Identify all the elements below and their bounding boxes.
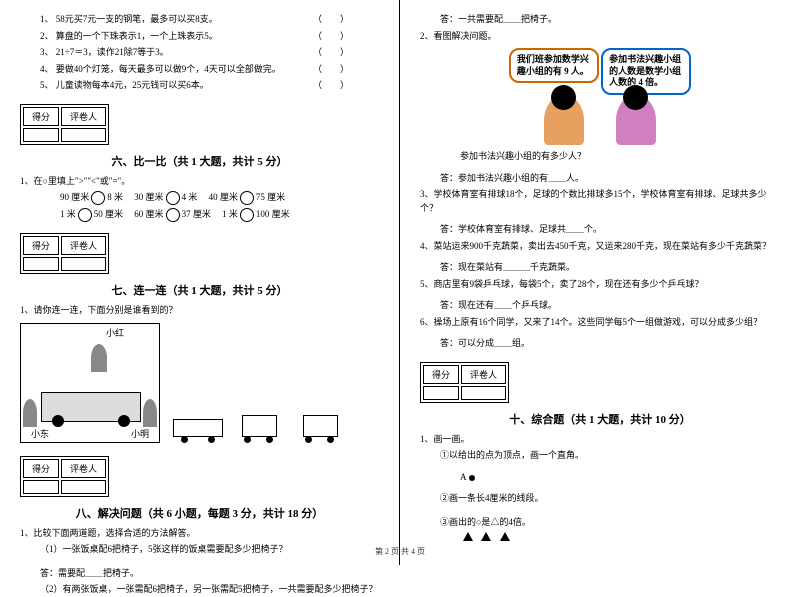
compare-row-1: 90 厘米8 米 30 厘米4 米 40 厘米75 厘米: [20, 191, 379, 205]
car-icon: [41, 392, 141, 422]
q8-3: 3、学校体育室有排球18个，足球的个数比排球多15个，学校体育室有排球、足球共多…: [420, 188, 780, 215]
score-box-7: 得分评卷人: [20, 233, 109, 274]
tf-num: 5、: [40, 80, 54, 90]
grader-header: 评卷人: [461, 365, 506, 384]
paren: （ ）: [313, 79, 349, 93]
speech-bubble-2: 参加书法兴趣小组的人数是数学小组人数的 4 倍。: [601, 48, 691, 95]
circle-blank: [166, 208, 180, 222]
q8-3-ans: 答：学校体育室有排球、足球共＿＿个。: [420, 223, 780, 237]
q8-1-ans2: 答：一共需要配＿＿把椅子。: [420, 13, 780, 27]
dot-icon: [469, 475, 475, 481]
q8-2-q: 参加书法兴趣小组的有多少人？: [420, 150, 780, 164]
person-icon: [23, 399, 37, 427]
tf-q1: 1、 58元买7元一支的钢笔，最多可以买8支。 （ ）: [20, 13, 379, 27]
q8-4-ans: 答：现在菜站有＿＿＿千克蔬菜。: [420, 261, 780, 275]
tf-text: 58元买7元一支的钢笔，最多可以买8支。: [56, 14, 218, 24]
q6-1: 1、在○里填上">""<"或"="。: [20, 175, 379, 189]
tf-num: 1、: [40, 14, 54, 24]
grader-header: 评卷人: [61, 236, 106, 255]
tf-num: 4、: [40, 64, 54, 74]
q8-1-2: （2）有两张饭桌，一张需配6把椅子，另一张需配5把椅子，一共需要配多少把椅子？: [20, 583, 379, 597]
score-header: 得分: [423, 365, 459, 384]
van-back-icon: [295, 413, 350, 443]
paren: （ ）: [313, 30, 349, 44]
teacher-icon: [616, 95, 656, 145]
right-column: 答：一共需要配＿＿把椅子。 2、看图解决问题。 我们班参加数学兴趣小组的有 9 …: [400, 0, 800, 565]
score-header: 得分: [23, 236, 59, 255]
wheel-icon: [118, 415, 130, 427]
person-icon: [91, 344, 107, 372]
score-header: 得分: [23, 459, 59, 478]
scene-row: 小红 小东 小明: [20, 323, 379, 443]
left-column: 1、 58元买7元一支的钢笔，最多可以买8支。 （ ） 2、 算盘的一个下珠表示…: [0, 0, 400, 565]
point-label: A: [460, 472, 467, 482]
circle-blank: [240, 208, 254, 222]
q8-1: 1、比较下面两道题，选择合适的方法解答。: [20, 527, 379, 541]
grader-header: 评卷人: [61, 107, 106, 126]
q10-1-3: ③画出的○是△的4倍。: [420, 516, 780, 530]
wheel-icon: [52, 415, 64, 427]
van-front-icon: [234, 413, 289, 443]
person-icon: [143, 399, 157, 427]
q10-1: 1、画一画。: [420, 433, 780, 447]
section-6-title: 六、比一比（共 1 大题，共计 5 分）: [20, 153, 379, 169]
score-box-10: 得分评卷人: [420, 362, 509, 403]
label-left: 小东: [31, 427, 49, 440]
tf-num: 3、: [40, 47, 54, 57]
triangle-icon: [463, 532, 473, 541]
q10-1-2: ②画一条长4厘米的线段。: [420, 492, 780, 506]
q8-5: 5、商店里有9袋乒乓球，每袋5个，卖了28个，现在还有多少个乒乓球？: [420, 278, 780, 292]
score-box-6: 得分评卷人: [20, 104, 109, 145]
triangles-row: [420, 532, 780, 546]
scene-image: 小红 小东 小明: [20, 323, 160, 443]
q7-1: 1、请你连一连，下面分别是谁看到的？: [20, 304, 379, 318]
q8-2-ans: 答：参加书法兴趣小组的有＿＿人。: [420, 172, 780, 186]
circle-blank: [78, 208, 92, 222]
tf-text: 21÷7＝3，读作21除7等于3。: [56, 47, 169, 57]
tf-text: 儿童读物每本4元，25元钱可以买6本。: [56, 80, 209, 90]
tf-q2: 2、 算盘的一个下珠表示1，一个上珠表示5。 （ ）: [20, 30, 379, 44]
teacher-icon: [544, 95, 584, 145]
section-8-title: 八、解决问题（共 6 小题，每题 3 分，共计 18 分）: [20, 505, 379, 521]
grader-header: 评卷人: [61, 459, 106, 478]
problem-image: 我们班参加数学兴趣小组的有 9 人。 参加书法兴趣小组的人数是数学小组人数的 4…: [420, 48, 780, 145]
q10-1-1: ①以给出的点为顶点，画一个直角。: [420, 449, 780, 463]
tf-text: 算盘的一个下珠表示1，一个上珠表示5。: [56, 31, 218, 41]
tf-q3: 3、 21÷7＝3，读作21除7等于3。 （ ）: [20, 46, 379, 60]
compare-row-2: 1 米50 厘米 60 厘米37 厘米 1 米100 厘米: [20, 208, 379, 222]
paren: （ ）: [313, 13, 349, 27]
circle-blank: [91, 191, 105, 205]
page-footer: 第 2 页 共 4 页: [0, 546, 800, 557]
label-right: 小明: [131, 427, 149, 440]
score-header: 得分: [23, 107, 59, 126]
speech-bubble-1: 我们班参加数学兴趣小组的有 9 人。: [509, 48, 599, 83]
circle-blank: [240, 191, 254, 205]
q8-2: 2、看图解决问题。: [420, 30, 780, 44]
van-side-icon: [173, 413, 228, 443]
q8-1-ans: 答：需要配＿＿把椅子。: [20, 567, 379, 581]
triangle-icon: [481, 532, 491, 541]
label-top: 小红: [106, 326, 124, 339]
tf-num: 2、: [40, 31, 54, 41]
q8-5-ans: 答：现在还有＿＿个乒乓球。: [420, 299, 780, 313]
point-a: A: [420, 471, 780, 485]
triangle-icon: [500, 532, 510, 541]
q8-6-ans: 答：可以分成＿＿组。: [420, 337, 780, 351]
tf-q5: 5、 儿童读物每本4元，25元钱可以买6本。 （ ）: [20, 79, 379, 93]
section-7-title: 七、连一连（共 1 大题，共计 5 分）: [20, 282, 379, 298]
section-10-title: 十、综合题（共 1 大题，共计 10 分）: [420, 411, 780, 427]
tf-q4: 4、 要做40个灯笼，每天最多可以做9个，4天可以全部做完。 （ ）: [20, 63, 379, 77]
q8-4: 4、菜站运来900千克蔬菜，卖出去450千克，又运来280千克，现在菜站有多少千…: [420, 240, 780, 254]
circle-blank: [166, 191, 180, 205]
score-box-8: 得分评卷人: [20, 456, 109, 497]
paren: （ ）: [313, 46, 349, 60]
q8-6: 6、操场上原有16个同学，又来了14个。这些同学每5个一组做游戏，可以分成多少组…: [420, 316, 780, 330]
tf-text: 要做40个灯笼，每天最多可以做9个，4天可以全部做完。: [56, 64, 281, 74]
paren: （ ）: [313, 63, 349, 77]
